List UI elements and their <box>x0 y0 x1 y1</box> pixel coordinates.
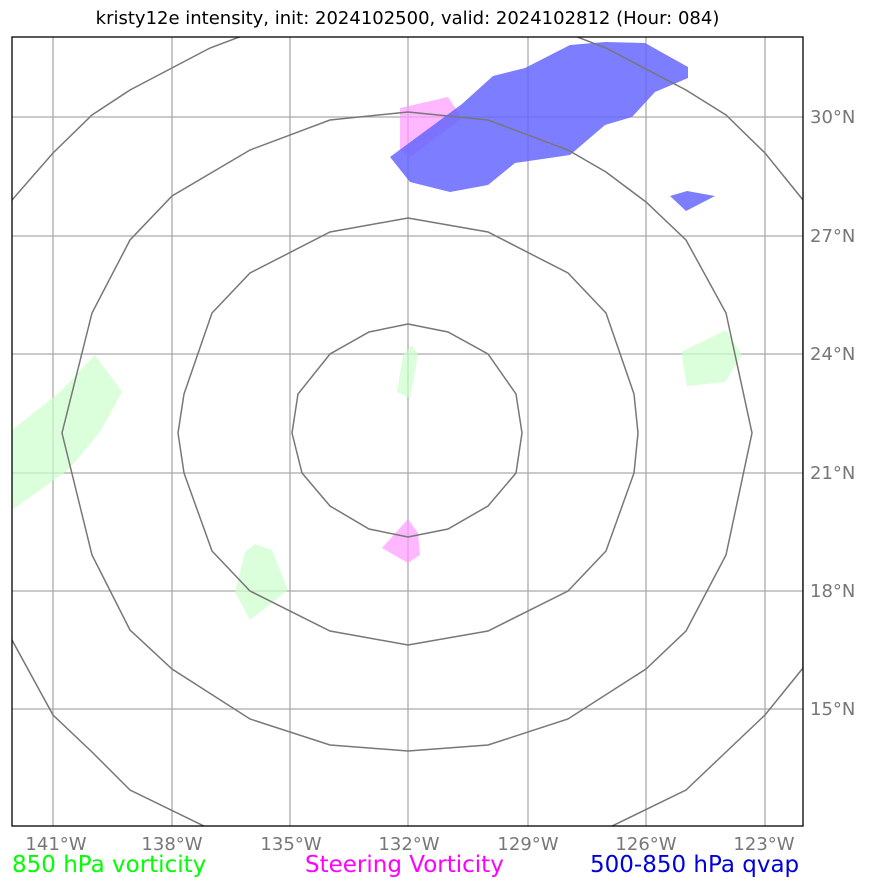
vort850-region-center <box>397 345 418 398</box>
lon-label-135w: 135°W <box>260 834 321 855</box>
legend-850-vorticity: 850 hPa vorticity <box>12 852 207 878</box>
lat-label-15n: 15°N <box>810 699 855 720</box>
lat-label-24n: 24°N <box>810 344 855 365</box>
lon-label-123w: 123°W <box>733 834 794 855</box>
lat-label-18n: 18°N <box>810 581 855 602</box>
longitude-labels: 141°W 138°W 135°W 132°W 129°W 126°W 123°… <box>25 834 794 855</box>
lon-label-132w: 132°W <box>378 834 439 855</box>
range-ring-4 <box>12 37 803 826</box>
lon-label-129w: 129°W <box>497 834 558 855</box>
vort850-region-east <box>681 330 742 386</box>
qvap-region-north <box>390 42 688 192</box>
range-ring-2 <box>177 217 639 646</box>
lat-label-21n: 21°N <box>810 463 855 484</box>
lon-label-126w: 126°W <box>615 834 676 855</box>
lon-label-138w: 138°W <box>141 834 202 855</box>
lat-label-27n: 27°N <box>810 226 855 247</box>
plot-frame <box>11 36 804 827</box>
qvap-region-east <box>670 191 715 211</box>
qvap-regions <box>390 42 715 211</box>
steering-region-south <box>382 519 420 563</box>
range-ring-1 <box>291 323 523 538</box>
lat-label-30n: 30°N <box>810 107 855 128</box>
vort850-region-west <box>12 355 122 510</box>
vort850-regions <box>12 330 742 620</box>
lon-label-141w: 141°W <box>25 834 86 855</box>
latitude-labels: 30°N 27°N 24°N 21°N 18°N 15°N <box>810 107 855 720</box>
map-title: kristy12e intensity, init: 2024102500, v… <box>95 8 720 29</box>
vort850-region-southwest <box>235 544 288 620</box>
legend-qvap: 500-850 hPa qvap <box>590 852 800 878</box>
range-rings <box>12 37 803 826</box>
range-ring-3 <box>61 111 753 752</box>
legend-steering-vorticity: Steering Vorticity <box>305 852 504 878</box>
